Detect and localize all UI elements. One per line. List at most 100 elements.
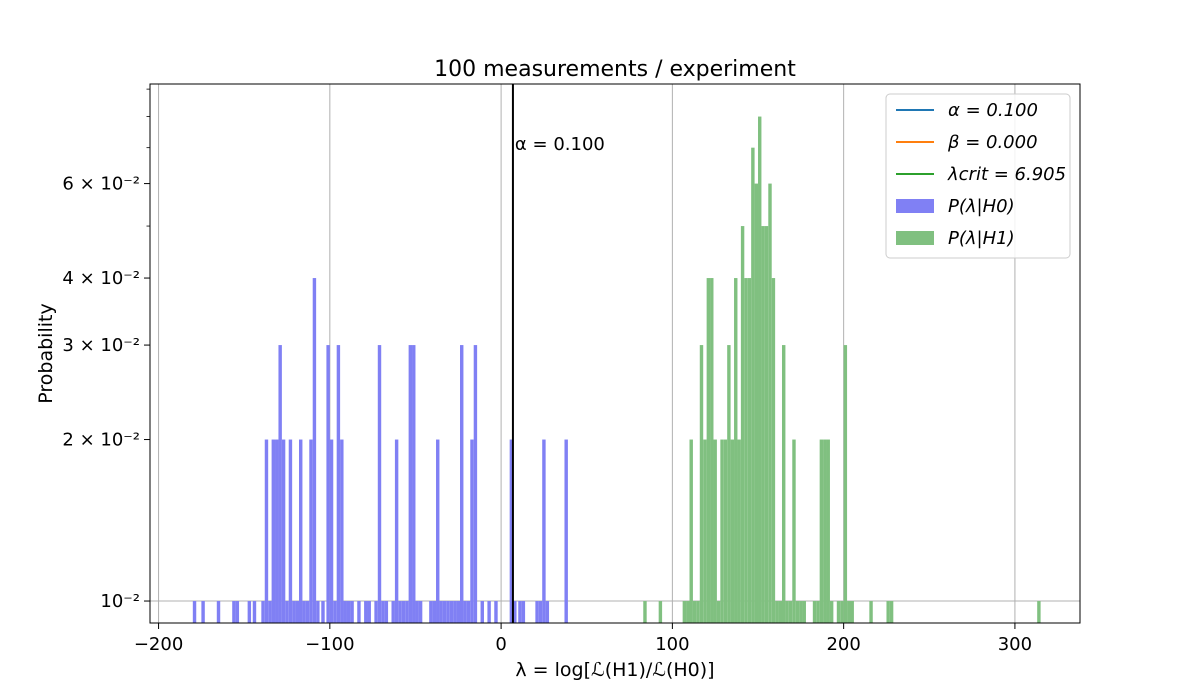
- h1-bar: [730, 439, 735, 623]
- h1-bar: [850, 601, 854, 623]
- h0-bar: [381, 601, 385, 623]
- h0-bar: [542, 439, 546, 623]
- h0-bar: [275, 439, 279, 623]
- h0-bar: [521, 601, 526, 623]
- alpha-annotation: α = 0.100: [515, 134, 605, 155]
- legend-entry-label: P(λ|H1): [948, 228, 1015, 249]
- h0-bar: [216, 601, 221, 623]
- h0-bar: [302, 601, 306, 623]
- h0-bar: [564, 439, 568, 623]
- h0-bar: [271, 439, 276, 623]
- h0-bar: [480, 601, 484, 623]
- h1-bar: [819, 439, 824, 623]
- h1-bar: [737, 439, 741, 623]
- h1-bar: [727, 345, 731, 623]
- h1-bar: [792, 439, 796, 623]
- legend-entry-label: P(λ|H0): [948, 196, 1015, 217]
- h0-bar: [201, 601, 205, 623]
- h1-bar: [768, 183, 772, 623]
- h0-bar: [518, 601, 522, 623]
- h0-bar: [288, 439, 293, 623]
- h1-bar: [716, 601, 721, 623]
- h1-bar: [829, 601, 834, 623]
- y-tick-label: 3 × 10⁻²: [62, 335, 140, 356]
- h0-bar: [329, 439, 334, 623]
- h0-bar: [357, 601, 361, 623]
- h1-bar: [692, 601, 697, 623]
- h1-bar: [764, 226, 769, 624]
- h0-bar: [374, 601, 378, 623]
- h1-bar: [840, 601, 844, 623]
- h0-bar: [436, 439, 440, 623]
- h0-bar: [513, 601, 517, 623]
- h1-bar: [826, 439, 830, 623]
- h0-bar: [192, 601, 197, 623]
- y-tick-label: 6 × 10⁻²: [62, 174, 140, 195]
- h1-bar: [696, 601, 700, 623]
- h1-bar: [686, 601, 690, 623]
- h0-bar: [449, 601, 454, 623]
- x-axis-ticks: −200 −100 0 100 200 300: [134, 623, 1032, 655]
- h0-bar: [384, 601, 389, 623]
- x-tick-label: 200: [826, 634, 860, 655]
- h1-bar: [889, 601, 894, 623]
- h0-bar: [429, 601, 433, 623]
- h0-bar: [316, 601, 320, 623]
- h0-bar: [264, 439, 269, 623]
- h1-bar: [836, 601, 841, 623]
- legend-patch-swatch: [896, 199, 934, 213]
- h0-bar: [415, 601, 419, 623]
- h1-bar: [788, 601, 793, 623]
- h1-bar: [775, 601, 779, 623]
- h1-bar: [802, 601, 806, 623]
- chart-title: 100 measurements / experiment: [434, 57, 796, 82]
- h0-bar: [509, 439, 514, 623]
- h1-bar: [799, 601, 803, 623]
- h0-bar: [367, 601, 371, 623]
- h1-bar: [758, 116, 762, 623]
- h0-bar: [343, 601, 347, 623]
- h0-bar: [232, 601, 236, 623]
- h0-bar: [432, 601, 437, 623]
- h0-bar: [321, 601, 325, 623]
- h0-bar: [346, 601, 351, 623]
- y-axis-label: Probability: [35, 303, 57, 403]
- h0-bar: [235, 601, 240, 623]
- y-axis-ticks: 10⁻² 2 × 10⁻² 3 × 10⁻² 4 × 10⁻² 6 × 10⁻²: [62, 88, 150, 612]
- h0-bar: [247, 601, 252, 623]
- h1-bar: [754, 183, 759, 623]
- h0-bar: [364, 601, 368, 623]
- legend: α = 0.100 β = 0.000 λcrit = 6.905 P(λ|H0) P(…: [885, 93, 1071, 259]
- h1-bar: [847, 601, 851, 623]
- h1-bar: [869, 601, 873, 623]
- h0-bar: [285, 601, 289, 623]
- h1-bar: [744, 278, 748, 623]
- h0-bar: [405, 601, 409, 623]
- h0-bar: [391, 601, 395, 623]
- h0-bar: [268, 601, 272, 623]
- y-tick-label: 10⁻²: [100, 591, 140, 612]
- h1-bar: [689, 439, 693, 623]
- h0-bar: [278, 345, 282, 623]
- h0-bar: [292, 601, 296, 623]
- x-tick-label: −200: [134, 634, 183, 655]
- h1-bar: [778, 601, 782, 623]
- h0-bar: [453, 601, 457, 623]
- h0-bar: [252, 601, 257, 623]
- h0-bar: [281, 439, 286, 623]
- h1-bar: [781, 345, 786, 623]
- h1-bar: [785, 601, 789, 623]
- h1-bar: [1037, 601, 1041, 623]
- h0-bar: [299, 439, 303, 623]
- y-tick-label: 4 × 10⁻²: [62, 268, 140, 289]
- h0-bar: [446, 601, 450, 623]
- h0-bar: [456, 601, 460, 623]
- legend-patch-swatch: [896, 231, 934, 245]
- h0-bar: [261, 601, 265, 623]
- h0-bar: [394, 439, 399, 623]
- h1-bar: [734, 278, 738, 623]
- x-tick-label: 300: [998, 634, 1032, 655]
- h0-bar: [333, 601, 337, 623]
- y-tick-label: 2 × 10⁻²: [62, 430, 140, 451]
- h1-bar: [761, 226, 765, 624]
